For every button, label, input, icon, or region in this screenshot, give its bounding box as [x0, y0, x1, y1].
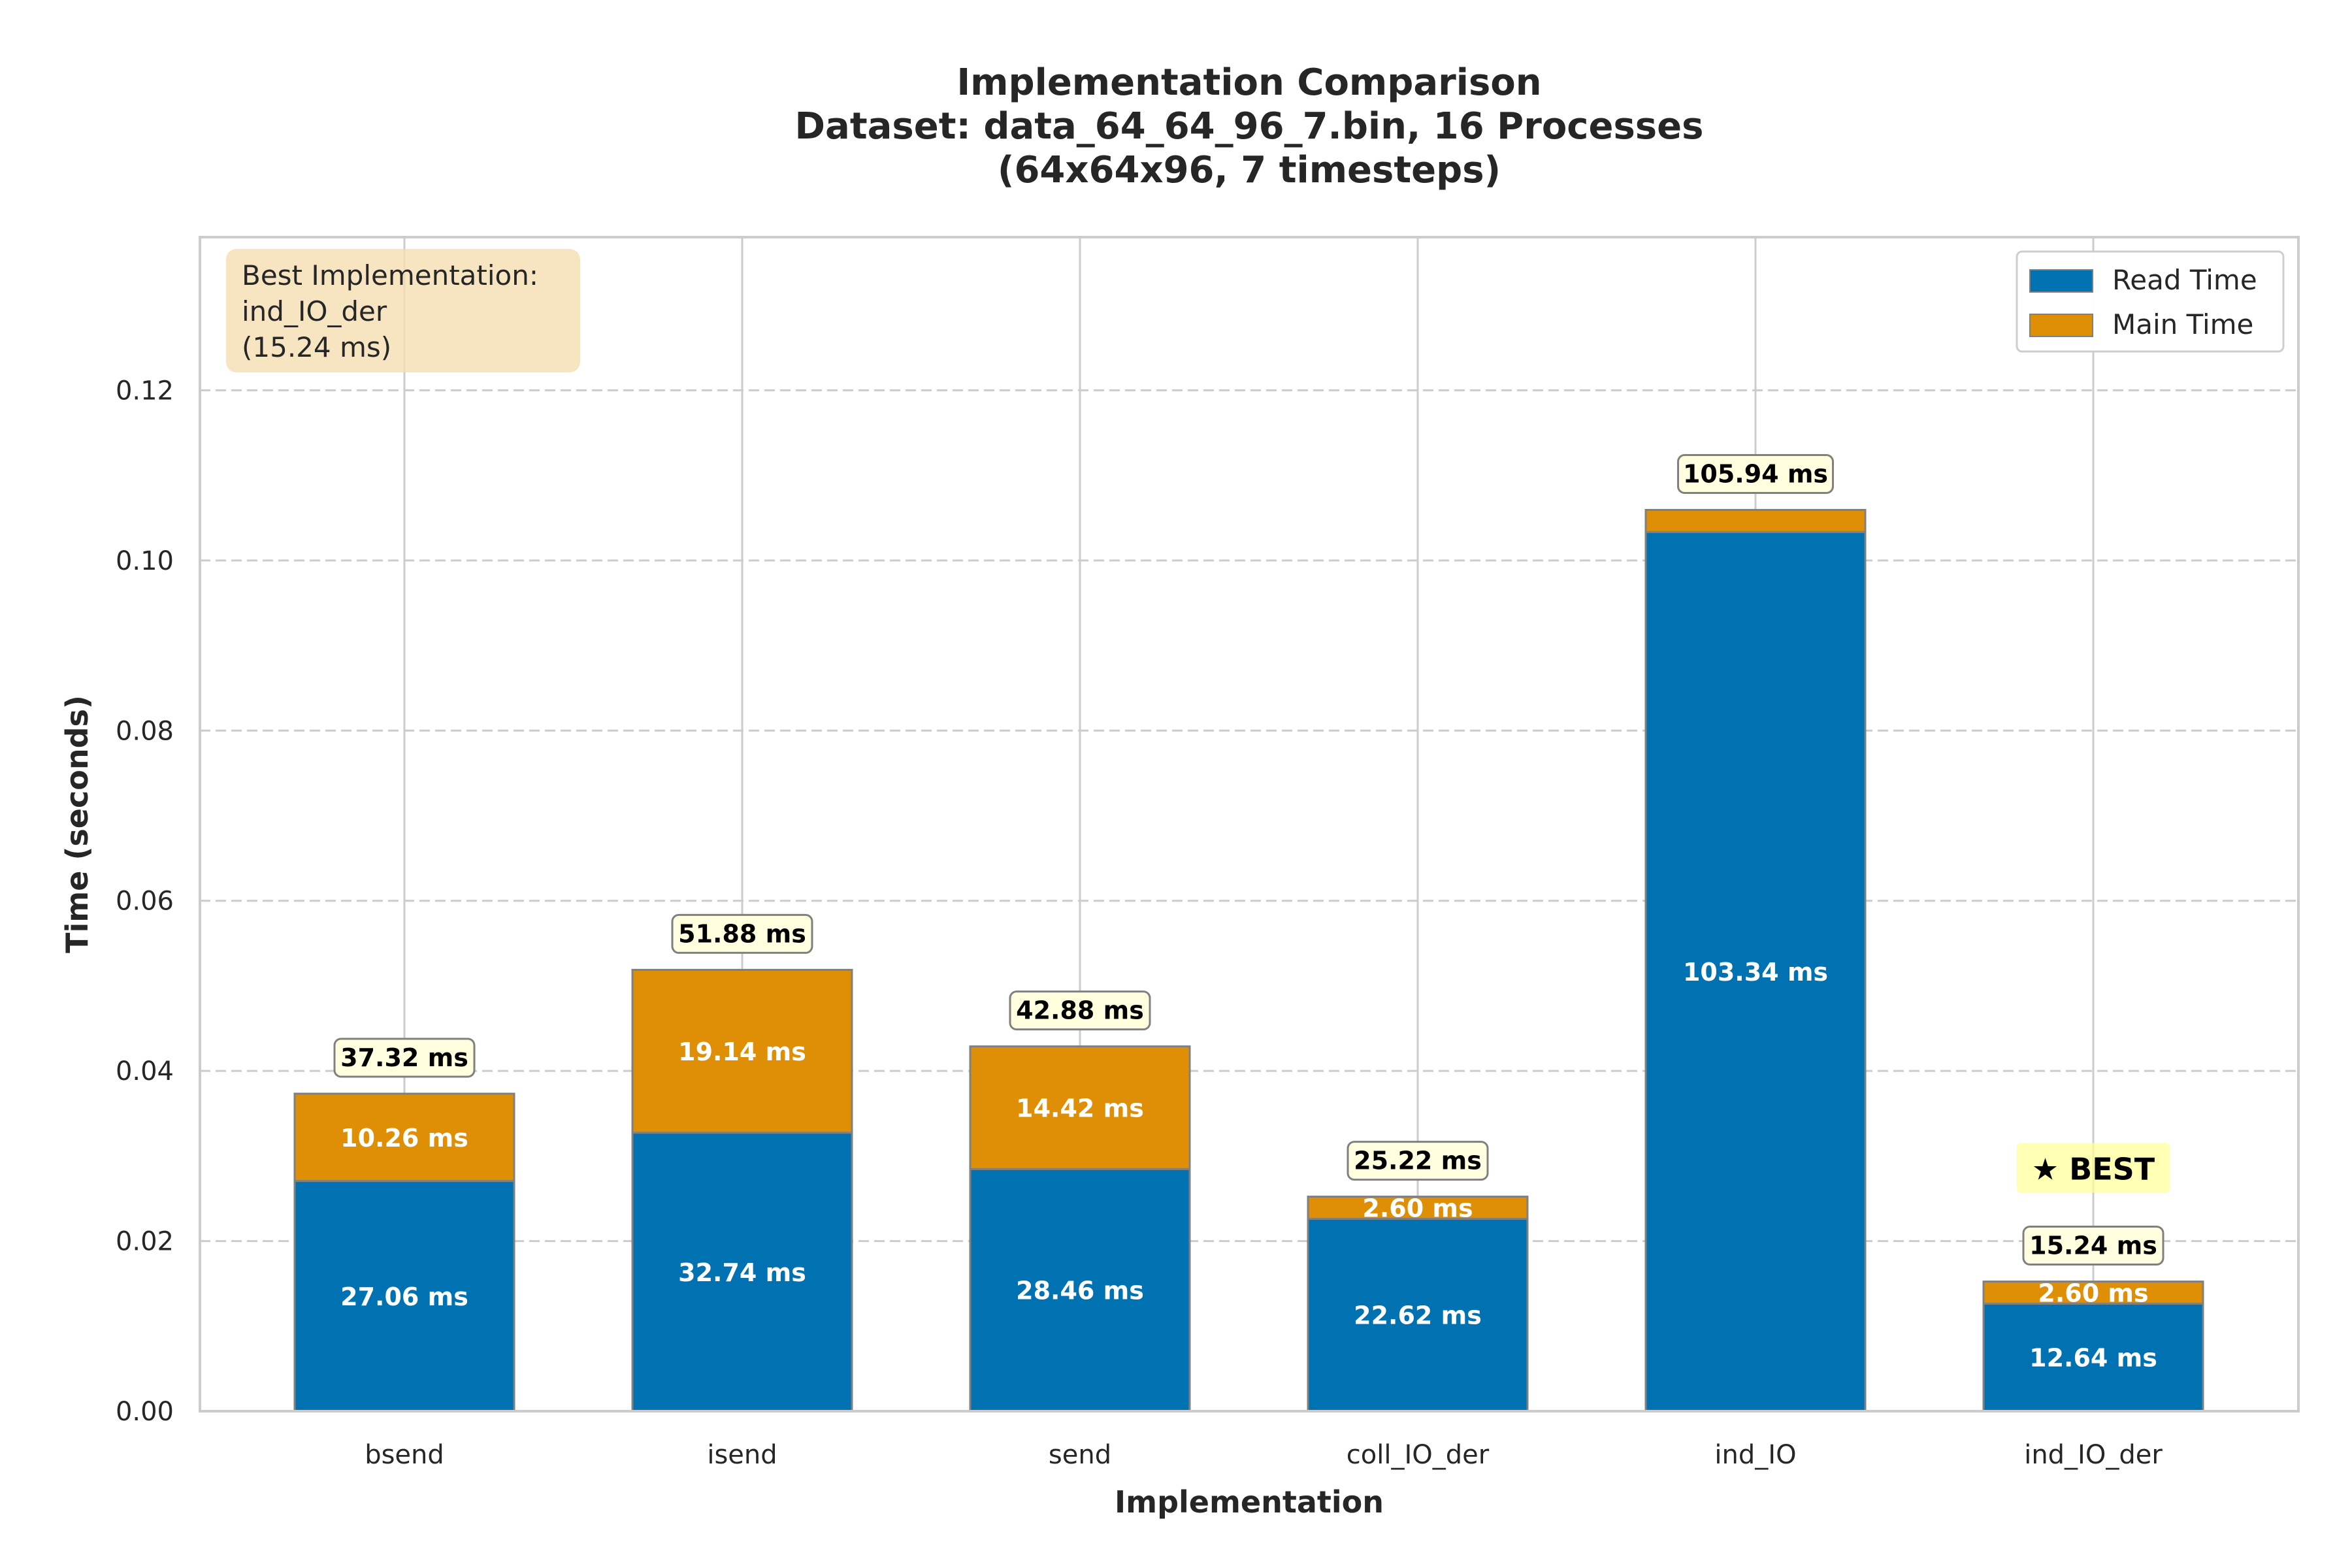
- total-label-box: [2022, 1226, 2164, 1266]
- main-value-label: 14.42 ms: [1016, 1094, 1144, 1123]
- bar-main-bsend: [293, 1092, 515, 1183]
- y-tick-label: 0.08: [116, 716, 174, 746]
- x-tick-label: coll_IO_der: [1347, 1440, 1490, 1470]
- total-label-box: [1677, 453, 1834, 494]
- bar-labels: 27.06 ms 10.26 ms 37.32 ms 32.74 ms 19.14 ms…: [333, 453, 2170, 1373]
- bar-main-send: [969, 1045, 1191, 1170]
- total-value-label: 15.24 ms: [2029, 1232, 2157, 1260]
- y-tick-label: 0.06: [116, 887, 174, 917]
- x-tick-label: isend: [707, 1440, 777, 1470]
- best-badge: [2017, 1143, 2170, 1193]
- legend-swatch: [2029, 314, 2093, 337]
- read-value-label: 22.62 ms: [1354, 1301, 1482, 1330]
- info-box: Best Implementation: ind_IO_der (15.24 ms): [226, 249, 580, 372]
- total-label-box: [1347, 1141, 1489, 1181]
- y-axis-label: Time (seconds): [59, 695, 95, 953]
- x-tick-label: ind_IO: [1714, 1440, 1796, 1470]
- title-line-1: Dataset: data_64_64_96_7.bin, 16 Process…: [795, 105, 1704, 148]
- legend-swatch: [2029, 269, 2093, 293]
- total-label-box: [671, 913, 813, 954]
- total-value-label: 51.88 ms: [678, 919, 806, 948]
- grid-lines: [200, 237, 2298, 1411]
- legend-label: Main Time: [2112, 308, 2253, 340]
- bar-main-ind_IO_der: [1982, 1281, 2204, 1305]
- bar-read-coll_IO_der: [1307, 1217, 1529, 1413]
- total-value-label: 42.88 ms: [1016, 996, 1144, 1025]
- title-line-0: Implementation Comparison: [956, 61, 1541, 104]
- legend-label: Read Time: [2112, 264, 2257, 296]
- main-value-label: 19.14 ms: [678, 1037, 806, 1066]
- best-badge-label: ★ BEST: [2032, 1152, 2155, 1187]
- total-value-label: 25.22 ms: [1354, 1147, 1482, 1175]
- y-tick-label: 0.10: [116, 546, 174, 576]
- bars: [293, 508, 2204, 1413]
- read-value-label: 103.34 ms: [1683, 958, 1828, 987]
- y-tick-label: 0.02: [116, 1227, 174, 1257]
- plot-frame: [199, 236, 2300, 1413]
- bar-read-ind_IO: [1644, 531, 1867, 1413]
- read-value-label: 12.64 ms: [2029, 1344, 2157, 1373]
- legend: Read Time Main Time: [2016, 250, 2285, 353]
- main-value-label: 10.26 ms: [340, 1124, 468, 1152]
- info-box-line: Best Implementation:: [242, 259, 538, 291]
- total-value-label: 37.32 ms: [340, 1043, 468, 1072]
- read-value-label: 32.74 ms: [678, 1258, 806, 1287]
- bar-main-ind_IO: [1644, 508, 1867, 533]
- info-box-line: (15.24 ms): [242, 331, 391, 363]
- info-box-line: ind_IO_der: [242, 295, 387, 327]
- x-tick-label: bsend: [365, 1440, 444, 1470]
- read-value-label: 27.06 ms: [340, 1282, 468, 1311]
- total-label-box: [333, 1037, 476, 1078]
- y-tick-label: 0.00: [116, 1397, 174, 1427]
- y-tick-label: 0.12: [116, 376, 174, 406]
- bar-read-bsend: [293, 1180, 515, 1413]
- main-value-label: 2.60 ms: [1362, 1194, 1473, 1223]
- bar-read-isend: [631, 1132, 853, 1413]
- plot-area: [200, 237, 2298, 1411]
- x-tick-label: send: [1049, 1440, 1111, 1470]
- read-value-label: 28.46 ms: [1016, 1277, 1144, 1305]
- plot-background: [200, 237, 2298, 1411]
- y-tick-label: 0.04: [116, 1056, 174, 1086]
- title-line-2: (64x64x96, 7 timesteps): [998, 149, 1501, 191]
- bar-main-isend: [631, 968, 853, 1134]
- bar-main-coll_IO_der: [1307, 1196, 1529, 1220]
- x-tick-label: ind_IO_der: [2024, 1440, 2163, 1470]
- bar-read-send: [969, 1168, 1191, 1413]
- x-axis-label: Implementation: [1115, 1484, 1384, 1520]
- info-box-background: [226, 249, 580, 372]
- total-label-box: [1009, 990, 1151, 1031]
- total-value-label: 105.94 ms: [1683, 459, 1828, 488]
- axes: 0.00 0.02 0.04 0.06 0.08 0.10 0.12 bsend isend se…: [59, 236, 2300, 1520]
- main-value-label: 2.60 ms: [2038, 1279, 2148, 1307]
